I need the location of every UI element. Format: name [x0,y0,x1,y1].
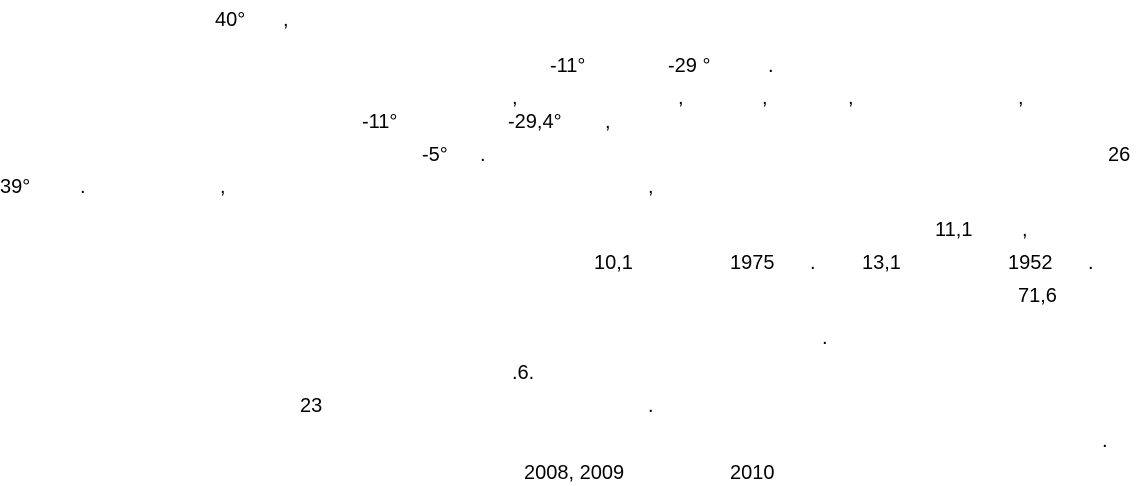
text-fragment: 11,1 [935,219,973,241]
text-fragment: . [1102,430,1108,452]
text-fragment: 2008, 2009 [524,462,625,484]
text-fragment: 23 [300,395,323,417]
text-fragment: 13,1 [862,252,901,274]
text-fragment: , [762,87,768,109]
text-fragment: . [480,144,486,166]
text-fragment: . [822,327,828,349]
text-fragment: 10,1 [594,252,633,274]
text-fragment: .6. [512,362,535,384]
text-fragment: -11° [550,55,586,77]
text-fragment: , [220,176,226,198]
text-fragment: , [648,176,654,198]
text-fragment: 71,6 [1018,285,1057,307]
text-fragment: , [1018,87,1024,109]
text-fragment: , [283,9,289,31]
text-fragment: -29 ° [668,55,711,77]
text-fragment: 26 [1108,144,1131,166]
text-fragment: . [810,252,816,274]
text-fragment: , [1022,219,1028,241]
text-fragment: . [648,395,654,417]
text-fragment: 1952 [1008,252,1053,274]
text-fragment: , [512,87,518,109]
text-fragment: , [678,87,684,109]
text-fragment: . [1088,252,1094,274]
text-fragment: -11° [362,111,398,133]
text-fragment: . [768,55,774,77]
text-fragment: -5° [422,144,448,166]
text-fragment: -29,4° [508,111,562,133]
text-fragment: , [848,87,854,109]
text-fragment: 39° [0,176,31,198]
text-fragment: 1975 [730,252,775,274]
text-fragment: , [605,111,611,133]
text-fragment: 2010 [730,462,775,484]
text-fragment: 40° [215,9,246,31]
text-fragment: . [80,176,86,198]
